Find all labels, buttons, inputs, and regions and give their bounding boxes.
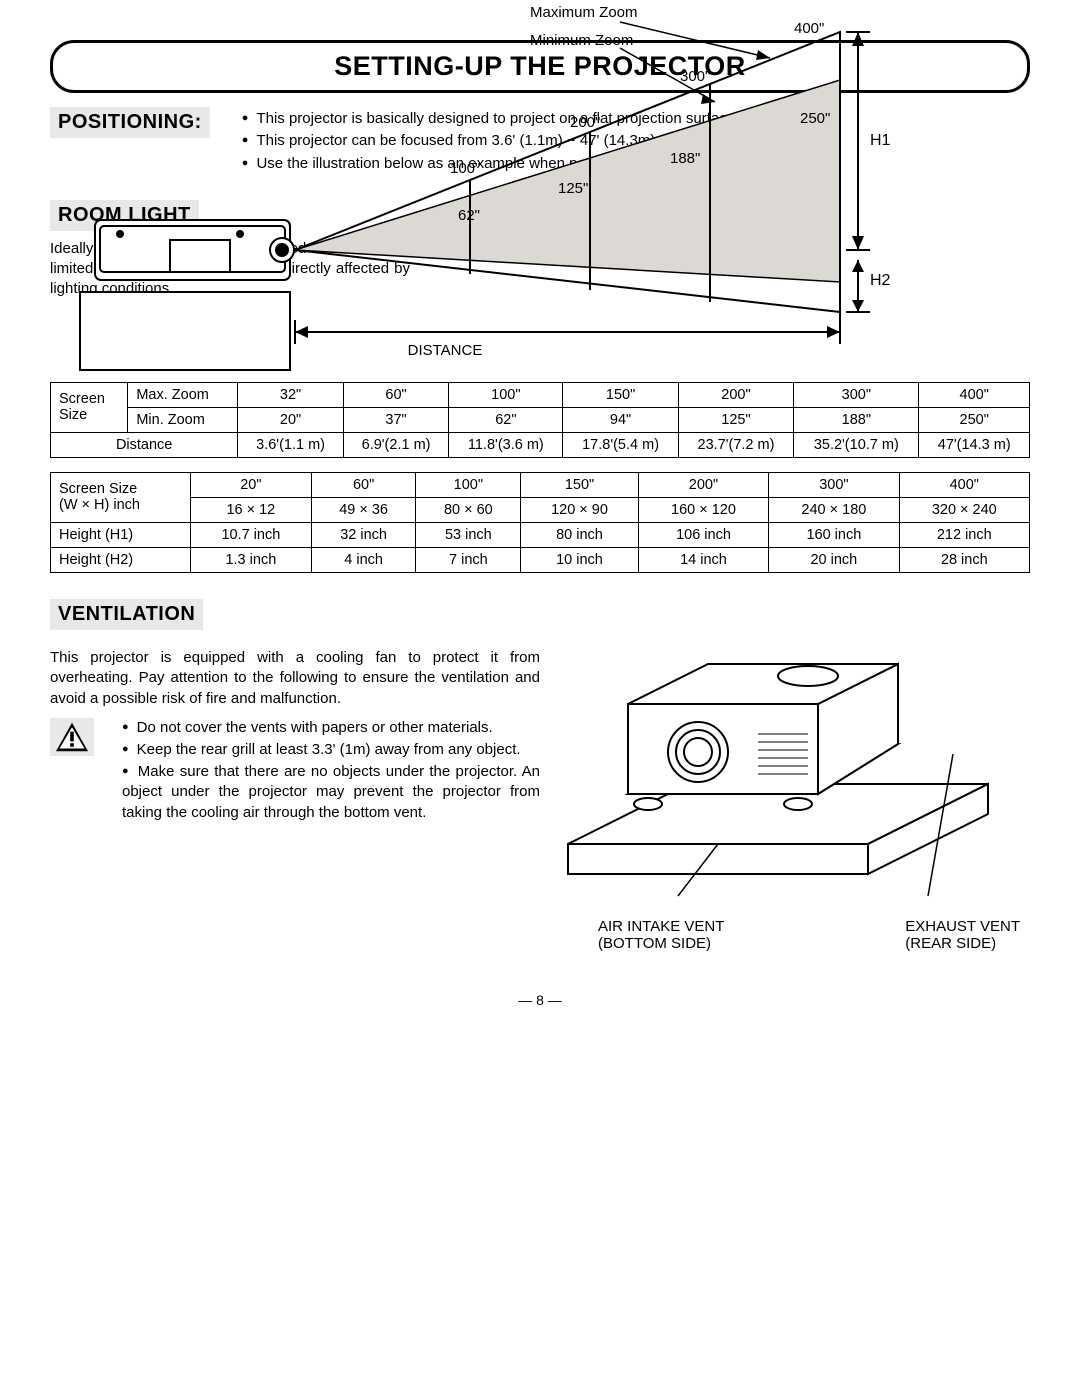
ventilation-heading: VENTILATION (50, 599, 203, 630)
t2-cell: 160 inch (769, 522, 899, 547)
t1-cell: 300" (794, 382, 919, 407)
t2-cell: 160 × 120 (638, 497, 768, 522)
min-zoom-mark: 250" (800, 110, 830, 127)
t2-cell: 10 inch (521, 547, 639, 572)
t2-cell: 240 × 180 (769, 497, 899, 522)
zoom-distance-table: Screen Size Max. Zoom 32" 60" 100" 150" … (50, 382, 1030, 458)
ventilation-bullet: Make sure that there are no objects unde… (122, 762, 540, 823)
t1-cell: 100" (449, 382, 563, 407)
t1-cell: 62" (449, 407, 563, 432)
h1-label: H1 (870, 132, 890, 150)
t1-cell: 35.2'(10.7 m) (794, 432, 919, 457)
t1-cell: 32" (238, 382, 343, 407)
t2-cell: 53 inch (416, 522, 521, 547)
ventilation-bullet: Keep the rear grill at least 3.3' (1m) a… (122, 740, 540, 760)
t2-cell: 212 inch (899, 522, 1029, 547)
max-zoom-mark: 100" (450, 160, 480, 177)
t1-cell: 125" (678, 407, 793, 432)
dimensions-table: Screen Size (W × H) inch 20" 60" 100" 15… (50, 472, 1030, 573)
projection-diagram: Maximum Zoom Minimum Zoom 400" 300" 200"… (50, 2, 1030, 372)
t2-cell: 300" (769, 472, 899, 497)
max-zoom-mark: 300" (680, 68, 710, 85)
ventilation-bullet: Do not cover the vents with papers or ot… (122, 718, 540, 738)
ventilation-section: This projector is equipped with a coolin… (50, 644, 1030, 952)
t1-min-label: Min. Zoom (128, 407, 238, 432)
t1-cell: 20" (238, 407, 343, 432)
h2-label: H2 (870, 272, 890, 290)
t2-cell: 80 × 60 (416, 497, 521, 522)
t1-cell: 11.8'(3.6 m) (449, 432, 563, 457)
exhaust-vent-label: EXHAUST VENT (REAR SIDE) (905, 918, 1020, 952)
min-zoom-mark: 62" (458, 207, 480, 224)
t2-cell: 120 × 90 (521, 497, 639, 522)
t2-cell: 10.7 inch (191, 522, 312, 547)
t1-cell: 17.8'(5.4 m) (563, 432, 678, 457)
t1-cell: 94" (563, 407, 678, 432)
warning-icon (50, 718, 94, 756)
t1-cell: 60" (343, 382, 448, 407)
t1-distance-label: Distance (51, 432, 238, 457)
t2-cell: 80 inch (521, 522, 639, 547)
t2-cell: 400" (899, 472, 1029, 497)
t1-screen-size-label: Screen Size (51, 382, 128, 432)
t2-cell: 200" (638, 472, 768, 497)
t2-cell: 20 inch (769, 547, 899, 572)
ventilation-bullets: Do not cover the vents with papers or ot… (104, 718, 540, 825)
min-zoom-mark: 125" (558, 180, 588, 197)
t2-cell: 320 × 240 (899, 497, 1029, 522)
t1-cell: 6.9'(2.1 m) (343, 432, 448, 457)
t2-cell: 32 inch (311, 522, 416, 547)
t1-cell: 150" (563, 382, 678, 407)
t1-cell: 188" (794, 407, 919, 432)
t2-cell: 100" (416, 472, 521, 497)
t2-h2-label: Height (H2) (51, 547, 191, 572)
t2-cell: 4 inch (311, 547, 416, 572)
t2-h1-label: Height (H1) (51, 522, 191, 547)
t1-cell: 47'(14.3 m) (919, 432, 1030, 457)
t1-cell: 3.6'(1.1 m) (238, 432, 343, 457)
ventilation-intro: This projector is equipped with a coolin… (50, 648, 540, 710)
t2-size-label: Screen Size (W × H) inch (51, 472, 191, 522)
intake-vent-label: AIR INTAKE VENT (BOTTOM SIDE) (598, 918, 724, 952)
t2-cell: 106 inch (638, 522, 768, 547)
max-zoom-mark: 400" (794, 20, 824, 37)
t2-cell: 14 inch (638, 547, 768, 572)
t1-cell: 37" (343, 407, 448, 432)
t2-cell: 7 inch (416, 547, 521, 572)
t1-max-label: Max. Zoom (128, 382, 238, 407)
t2-cell: 16 × 12 (191, 497, 312, 522)
t1-cell: 400" (919, 382, 1030, 407)
t2-cell: 60" (311, 472, 416, 497)
t2-cell: 150" (521, 472, 639, 497)
distance-label: DISTANCE (50, 342, 840, 359)
max-zoom-label: Maximum Zoom (530, 4, 638, 21)
t2-cell: 20" (191, 472, 312, 497)
t2-cell: 1.3 inch (191, 547, 312, 572)
page-number: — 8 — (50, 992, 1030, 1008)
t2-cell: 28 inch (899, 547, 1029, 572)
t2-cell: 49 × 36 (311, 497, 416, 522)
t1-cell: 200" (678, 382, 793, 407)
min-zoom-mark: 188" (670, 150, 700, 167)
t1-cell: 23.7'(7.2 m) (678, 432, 793, 457)
min-zoom-label: Minimum Zoom (530, 32, 633, 49)
ventilation-diagram: AIR INTAKE VENT (BOTTOM SIDE) EXHAUST VE… (558, 644, 1030, 952)
t1-cell: 250" (919, 407, 1030, 432)
max-zoom-mark: 200" (570, 114, 600, 131)
